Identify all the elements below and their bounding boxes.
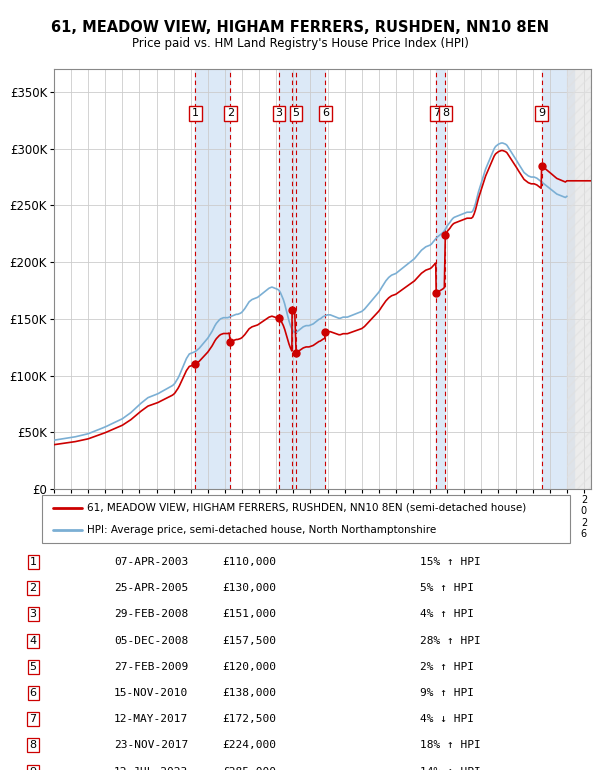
- Text: 5: 5: [293, 109, 299, 119]
- Text: 12-JUL-2023: 12-JUL-2023: [114, 767, 188, 770]
- Text: £224,000: £224,000: [222, 741, 276, 750]
- Text: 05-DEC-2008: 05-DEC-2008: [114, 636, 188, 645]
- Text: 3: 3: [29, 610, 37, 619]
- Text: 5: 5: [29, 662, 37, 671]
- Text: £172,500: £172,500: [222, 715, 276, 724]
- Text: Price paid vs. HM Land Registry's House Price Index (HPI): Price paid vs. HM Land Registry's House …: [131, 37, 469, 50]
- Text: 4% ↓ HPI: 4% ↓ HPI: [420, 715, 474, 724]
- Text: 2: 2: [227, 109, 234, 119]
- Text: 2% ↑ HPI: 2% ↑ HPI: [420, 662, 474, 671]
- Text: 7: 7: [433, 109, 440, 119]
- Text: 9: 9: [29, 767, 37, 770]
- FancyBboxPatch shape: [42, 495, 570, 543]
- Text: 15-NOV-2010: 15-NOV-2010: [114, 688, 188, 698]
- Text: 6: 6: [29, 688, 37, 698]
- Text: 23-NOV-2017: 23-NOV-2017: [114, 741, 188, 750]
- Bar: [195, 69, 230, 489]
- Text: 25-APR-2005: 25-APR-2005: [114, 584, 188, 593]
- Text: 27-FEB-2009: 27-FEB-2009: [114, 662, 188, 671]
- Text: 9: 9: [538, 109, 545, 119]
- Text: 8: 8: [442, 109, 449, 119]
- Text: £130,000: £130,000: [222, 584, 276, 593]
- Text: 61, MEADOW VIEW, HIGHAM FERRERS, RUSHDEN, NN10 8EN (semi-detached house): 61, MEADOW VIEW, HIGHAM FERRERS, RUSHDEN…: [87, 503, 526, 513]
- Bar: [542, 69, 574, 489]
- Bar: [567, 69, 591, 489]
- Text: 8: 8: [29, 741, 37, 750]
- Text: 7: 7: [29, 715, 37, 724]
- Text: 6: 6: [322, 109, 329, 119]
- Text: 12-MAY-2017: 12-MAY-2017: [114, 715, 188, 724]
- Text: HPI: Average price, semi-detached house, North Northamptonshire: HPI: Average price, semi-detached house,…: [87, 525, 436, 535]
- Text: £110,000: £110,000: [222, 557, 276, 567]
- Text: 1: 1: [29, 557, 37, 567]
- Text: 29-FEB-2008: 29-FEB-2008: [114, 610, 188, 619]
- Text: 9% ↑ HPI: 9% ↑ HPI: [420, 688, 474, 698]
- Text: 4% ↑ HPI: 4% ↑ HPI: [420, 610, 474, 619]
- Text: £157,500: £157,500: [222, 636, 276, 645]
- Text: £138,000: £138,000: [222, 688, 276, 698]
- Bar: [436, 69, 445, 489]
- Text: 18% ↑ HPI: 18% ↑ HPI: [420, 741, 481, 750]
- Text: 14% ↑ HPI: 14% ↑ HPI: [420, 767, 481, 770]
- Text: 2: 2: [29, 584, 37, 593]
- Text: £285,000: £285,000: [222, 767, 276, 770]
- Text: 61, MEADOW VIEW, HIGHAM FERRERS, RUSHDEN, NN10 8EN: 61, MEADOW VIEW, HIGHAM FERRERS, RUSHDEN…: [51, 20, 549, 35]
- Text: 15% ↑ HPI: 15% ↑ HPI: [420, 557, 481, 567]
- Bar: [279, 69, 296, 489]
- Text: 07-APR-2003: 07-APR-2003: [114, 557, 188, 567]
- Text: 1: 1: [192, 109, 199, 119]
- Text: 3: 3: [275, 109, 283, 119]
- Bar: [296, 69, 325, 489]
- Text: £120,000: £120,000: [222, 662, 276, 671]
- Text: 5% ↑ HPI: 5% ↑ HPI: [420, 584, 474, 593]
- Text: 28% ↑ HPI: 28% ↑ HPI: [420, 636, 481, 645]
- Text: 4: 4: [29, 636, 37, 645]
- Text: £151,000: £151,000: [222, 610, 276, 619]
